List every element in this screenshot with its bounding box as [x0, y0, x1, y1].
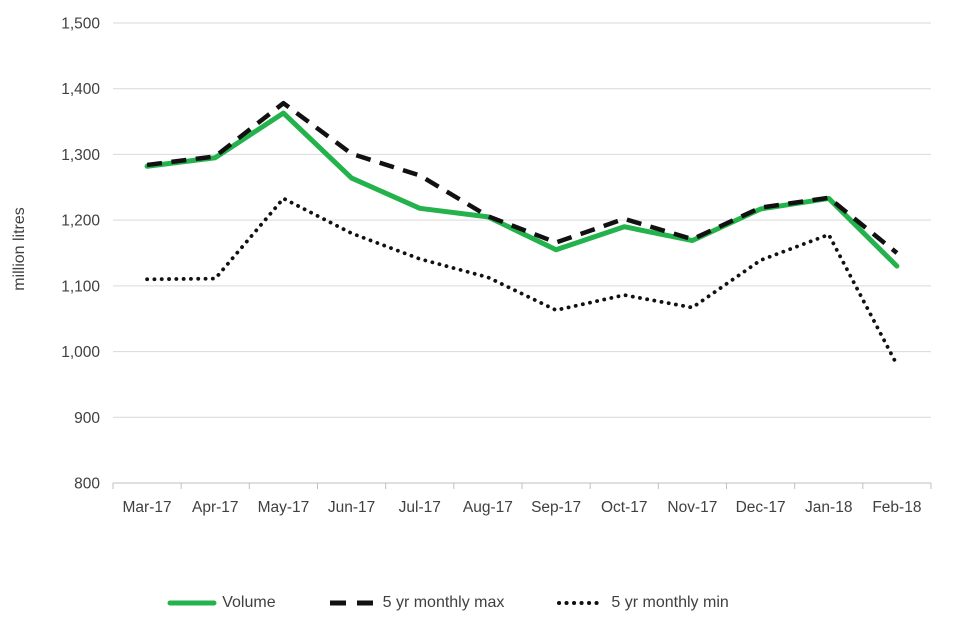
x-tick-label: Sep-17	[531, 499, 581, 516]
y-tick-label: 1,400	[61, 81, 100, 98]
legend-item-volume: Volume	[167, 594, 276, 612]
legend-label-5yr-monthly-min: 5 yr monthly min	[611, 594, 729, 611]
plot-area: 800 900 1,000 1,100 1,200 1,300 1,400 1,500 Mar-…	[61, 16, 932, 516]
x-tick-label: Jul-17	[399, 499, 441, 516]
legend-item-5yr-monthly-min: 5 yr monthly min	[556, 594, 729, 612]
legend: Volume 5 yr monthly max 5 yr monthly min	[0, 594, 928, 612]
legend-label-volume: Volume	[222, 594, 276, 611]
y-tick-label: 800	[74, 476, 100, 493]
series-line-5-yr-monthly-max	[146, 100, 899, 255]
x-tick-label: Jun-17	[328, 499, 375, 516]
y-tick-label: 1,500	[61, 16, 100, 33]
x-tick-label: Dec-17	[736, 499, 786, 516]
series-line-5-yr-monthly-min	[145, 196, 899, 367]
x-tick-label: Apr-17	[192, 499, 239, 516]
max-line-legend-marker	[329, 600, 374, 606]
x-tick-label: Oct-17	[601, 499, 648, 516]
x-tick-label: Nov-17	[667, 499, 717, 516]
y-axis-title: million litres	[11, 207, 28, 291]
legend-item-5yr-monthly-max: 5 yr monthly max	[328, 594, 505, 612]
x-tick-label: Aug-17	[463, 499, 513, 516]
line-chart: 800 900 1,000 1,100 1,200 1,300 1,400 1,500 Mar-…	[61, 16, 932, 516]
y-tick-label: 1,100	[61, 278, 100, 295]
x-tick-label: Mar-17	[123, 499, 172, 516]
series-line-volume	[144, 110, 900, 269]
legend-label-5yr-monthly-max: 5 yr monthly max	[382, 594, 505, 611]
min-line-legend-marker	[557, 601, 606, 605]
y-tick-label: 900	[74, 410, 100, 427]
y-tick-label: 1,200	[61, 213, 100, 230]
x-tick-label: Feb-18	[872, 499, 921, 516]
x-tick-label: Jan-18	[805, 499, 852, 516]
y-tick-label: 1,300	[61, 147, 100, 164]
x-tick-label: May-17	[258, 499, 310, 516]
y-tick-label: 1,000	[61, 344, 100, 361]
volume-line-legend-marker	[167, 600, 217, 606]
